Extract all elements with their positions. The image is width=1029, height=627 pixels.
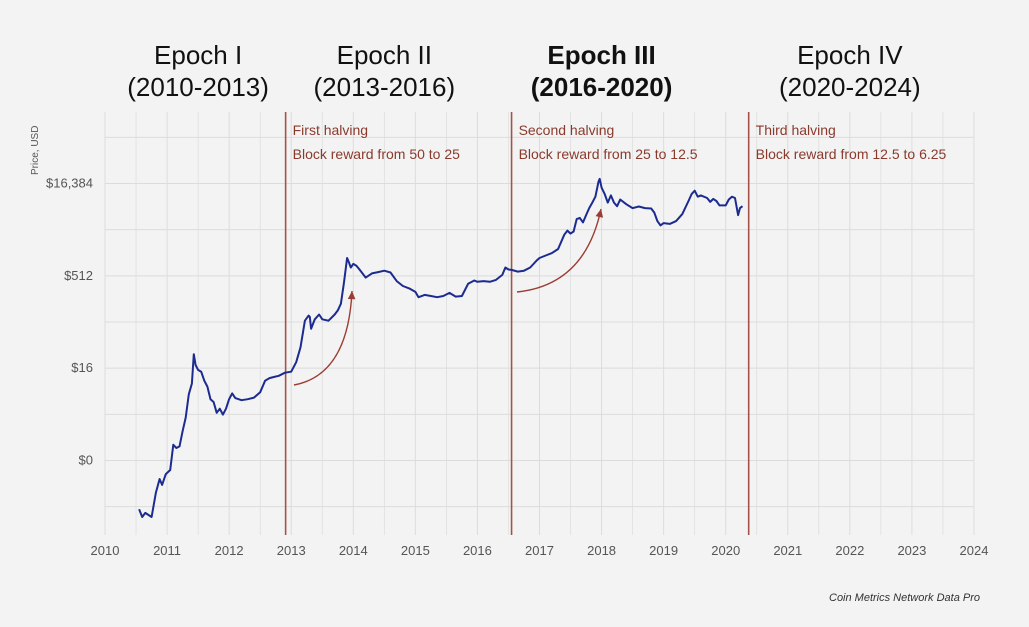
x-tick-label: 2022 (835, 543, 864, 558)
y-tick-label: $512 (64, 268, 93, 283)
x-tick-label: 2024 (960, 543, 989, 558)
x-tick-label: 2014 (339, 543, 368, 558)
x-tick-label: 2019 (649, 543, 678, 558)
halving-label: Second halving (519, 122, 615, 138)
x-tick-label: 2016 (463, 543, 492, 558)
x-axis-ticks: 2010 2011 2012 2013 2014 2015 2016 2017 2018 2019… (91, 543, 989, 558)
trend-arrow (293, 290, 353, 386)
trend-arrows (293, 208, 604, 386)
y-axis-label: Price, USD (30, 126, 41, 175)
source-label: Coin Metrics Network Data Pro (829, 592, 980, 604)
x-tick-label: 2010 (91, 543, 120, 558)
epoch-range: (2016-2020) (531, 72, 673, 102)
x-tick-label: 2020 (711, 543, 740, 558)
grid (104, 112, 975, 535)
x-tick-label: 2017 (525, 543, 554, 558)
x-tick-label: 2021 (773, 543, 802, 558)
x-tick-label: 2015 (401, 543, 430, 558)
x-tick-label: 2018 (587, 543, 616, 558)
epoch-title: Epoch II (337, 40, 432, 70)
halving-detail: Block reward from 50 to 25 (293, 146, 461, 162)
arrow-head (595, 209, 604, 218)
arrow-head (347, 291, 356, 300)
x-tick-label: 2011 (153, 543, 181, 558)
epoch-range: (2013-2016) (313, 72, 455, 102)
y-axis-ticks: $0 $16 $512 $16,384 (46, 176, 93, 468)
price-series (138, 177, 744, 518)
epoch-range: (2010-2013) (127, 72, 269, 102)
halving-detail: Block reward from 12.5 to 6.25 (756, 146, 947, 162)
halving-lines: First halving Block reward from 50 to 25 S… (284, 112, 947, 535)
x-tick-label: 2012 (215, 543, 244, 558)
y-tick-label: $16 (71, 360, 93, 375)
halving-detail: Block reward from 25 to 12.5 (519, 146, 698, 162)
halving-label: Third halving (756, 122, 836, 138)
halving-label: First halving (293, 122, 368, 138)
price-line (138, 177, 744, 518)
y-tick-label: $0 (79, 453, 93, 468)
x-tick-label: 2013 (277, 543, 306, 558)
epoch-title: Epoch IV (797, 40, 903, 70)
epoch-title: Epoch I (154, 40, 242, 70)
x-tick-label: 2023 (897, 543, 926, 558)
epoch-titles: Epoch I(2010-2013) Epoch II(2013-2016) Epo… (127, 40, 920, 102)
y-tick-label: $16,384 (46, 176, 93, 191)
trend-arrow (516, 208, 602, 293)
epoch-range: (2020-2024) (779, 72, 921, 102)
epoch-title: Epoch III (547, 40, 655, 70)
